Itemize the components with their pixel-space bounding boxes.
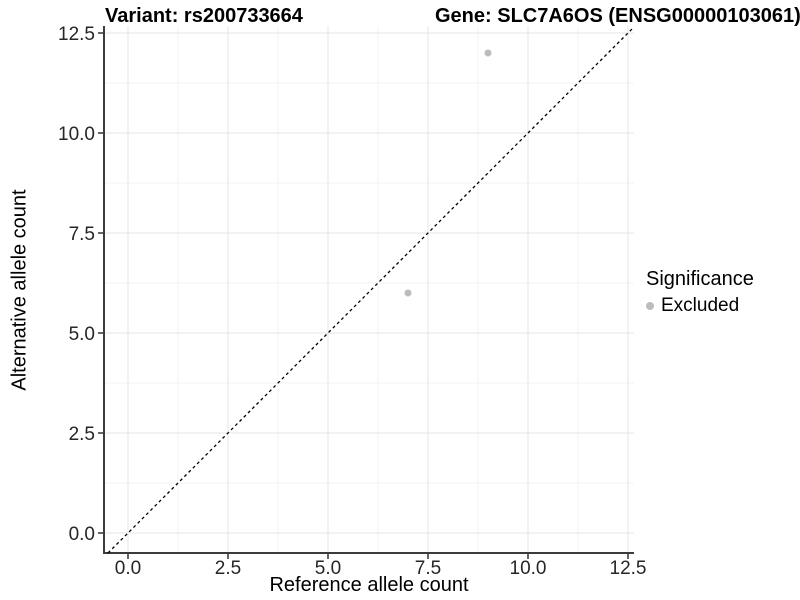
- y-tick-label: 5.0: [69, 324, 95, 345]
- x-tick-label: 5.0: [315, 558, 341, 579]
- x-tick-label: 10.0: [510, 558, 547, 579]
- x-axis-label: Reference allele count: [269, 574, 469, 596]
- legend: Significance Excluded: [646, 268, 754, 318]
- x-tick-label: 7.5: [415, 558, 441, 579]
- data-point: [484, 49, 492, 57]
- y-tick-label: 10.0: [58, 124, 95, 145]
- x-tick-label: 2.5: [215, 558, 241, 579]
- data-point: [404, 289, 412, 297]
- y-tick-label: 2.5: [69, 424, 95, 445]
- legend-key-dot-icon: [646, 302, 654, 310]
- legend-title: Significance: [646, 268, 754, 290]
- identity-reference-line: [107, 26, 635, 554]
- plot-title-variant: Variant: rs200733664: [105, 5, 303, 27]
- y-tick-label: 0.0: [69, 524, 95, 545]
- y-axis-label: Alternative allele count: [8, 189, 31, 391]
- legend-item-excluded: Excluded: [646, 294, 754, 318]
- y-tick-label: 12.5: [58, 24, 95, 45]
- plot-title-gene: Gene: SLC7A6OS (ENSG00000103061): [435, 5, 800, 27]
- y-tick-label: 7.5: [69, 224, 95, 245]
- x-tick-label: 0.0: [115, 558, 141, 579]
- legend-item-label: Excluded: [661, 295, 740, 316]
- x-tick-label: 12.5: [610, 558, 647, 579]
